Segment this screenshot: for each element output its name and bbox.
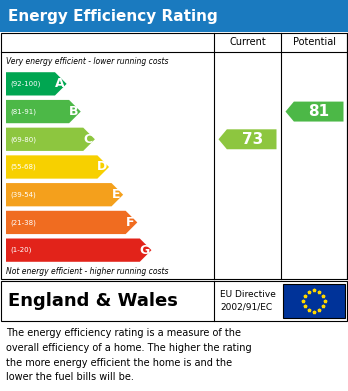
Polygon shape [6,100,81,123]
Text: G: G [139,244,150,256]
Polygon shape [6,155,109,179]
Bar [1,33,347,279]
Text: (1-20): (1-20) [10,247,31,253]
Bar [1,281,347,321]
Text: England & Wales: England & Wales [8,292,178,310]
Text: F: F [126,216,135,229]
Text: Energy Efficiency Rating: Energy Efficiency Rating [8,9,218,23]
Text: E: E [112,188,120,201]
Bar [0,0,348,32]
Text: 81: 81 [309,104,330,119]
Polygon shape [6,127,95,151]
Text: (55-68): (55-68) [10,164,36,170]
Text: D: D [97,160,107,174]
Polygon shape [6,211,137,234]
Text: A: A [55,77,64,90]
Polygon shape [6,183,123,206]
Text: Current: Current [229,37,266,47]
Text: B: B [69,105,79,118]
Text: C: C [83,133,93,146]
Text: The energy efficiency rating is a measure of the
overall efficiency of a home. T: The energy efficiency rating is a measur… [6,328,252,382]
Text: EU Directive
2002/91/EC: EU Directive 2002/91/EC [220,290,276,312]
Text: (21-38): (21-38) [10,219,36,226]
Text: (69-80): (69-80) [10,136,36,143]
Text: (39-54): (39-54) [10,192,36,198]
Polygon shape [219,129,277,149]
Text: Very energy efficient - lower running costs: Very energy efficient - lower running co… [6,57,168,66]
Text: Potential: Potential [293,37,336,47]
Text: 73: 73 [242,132,263,147]
Text: Not energy efficient - higher running costs: Not energy efficient - higher running co… [6,267,168,276]
Bar [283,284,345,318]
Polygon shape [285,102,343,122]
Text: (81-91): (81-91) [10,108,36,115]
Polygon shape [6,72,66,95]
Text: (92-100): (92-100) [10,81,40,87]
Polygon shape [6,239,151,262]
